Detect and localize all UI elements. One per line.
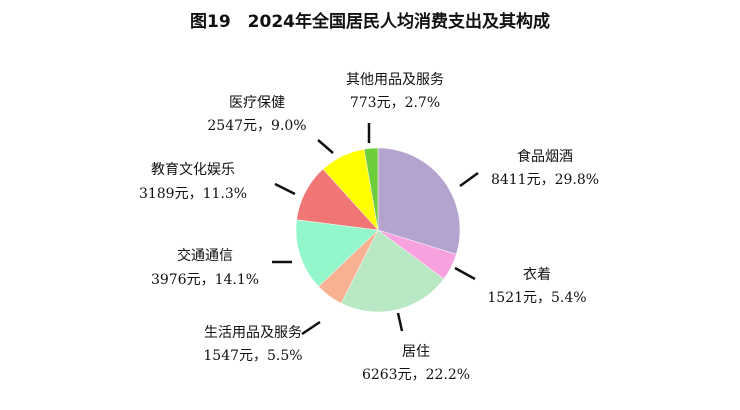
value-label: 8411元，29.8% bbox=[491, 172, 599, 188]
leader-line bbox=[317, 139, 334, 154]
value-label: 1521元，5.4% bbox=[487, 290, 586, 306]
value-label: 3189元，11.3% bbox=[139, 186, 247, 202]
leader-line bbox=[459, 171, 479, 188]
slice-label: 居住 bbox=[402, 344, 430, 360]
pie-slice bbox=[363, 147, 379, 231]
value-label: 773元，2.7% bbox=[350, 95, 440, 111]
slice-label: 食品烟酒 bbox=[517, 148, 573, 165]
value-label: 2547元，9.0% bbox=[207, 118, 306, 134]
pie-slice bbox=[340, 229, 445, 313]
leader-line bbox=[396, 312, 404, 332]
pie-slice bbox=[295, 219, 379, 287]
slice-label: 其他用品及服务 bbox=[346, 72, 444, 88]
value-label: 3976元，14.1% bbox=[151, 272, 259, 288]
slice-label: 医疗保健 bbox=[229, 95, 285, 111]
leader-line bbox=[454, 266, 476, 281]
leader-line bbox=[274, 182, 296, 196]
value-label: 6263元，22.2% bbox=[362, 367, 470, 383]
slice-label: 衣着 bbox=[523, 267, 551, 283]
chart-title: 图19 2024年全国居民人均消费支出及其构成 bbox=[190, 11, 550, 32]
value-label: 1547元，5.5% bbox=[203, 348, 302, 364]
slice-label: 生活用品及服务 bbox=[204, 325, 302, 341]
pie-slice bbox=[377, 147, 461, 255]
slice-label: 交通通信 bbox=[177, 247, 233, 264]
slice-label: 教育文化娱乐 bbox=[151, 162, 235, 178]
leader-line bbox=[301, 320, 321, 336]
